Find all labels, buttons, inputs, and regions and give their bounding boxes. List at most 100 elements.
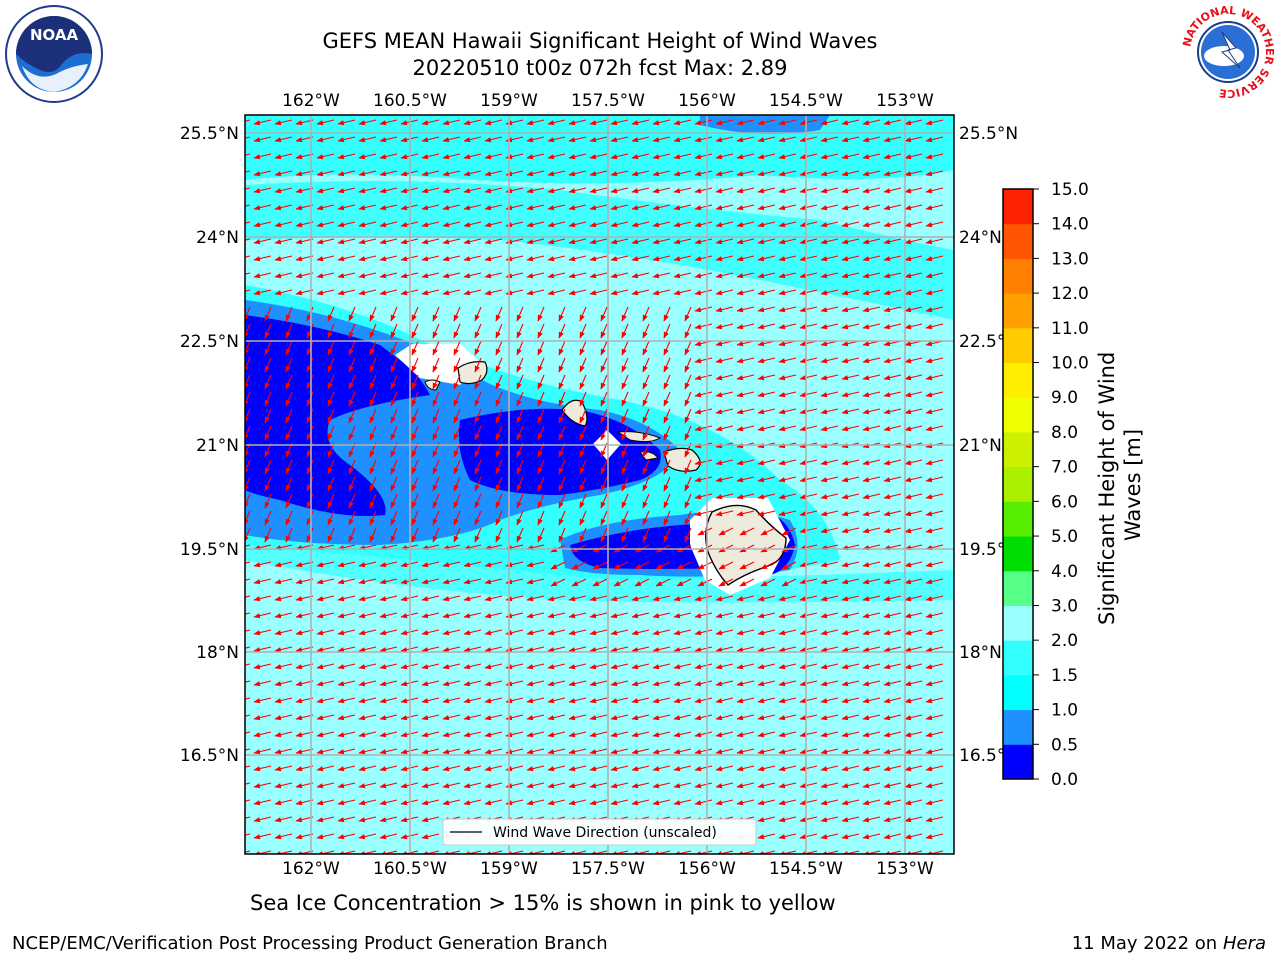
wind-arrow [327, 459, 335, 475]
wind-arrow [316, 238, 335, 245]
wind-arrow [739, 527, 755, 536]
lon-tick-top-3: 157.5°W [571, 91, 645, 111]
wind-arrow [778, 323, 797, 330]
wind-arrow [390, 493, 398, 509]
wind-arrow [495, 510, 503, 526]
wind-arrow [245, 493, 251, 509]
wind-arrow [432, 357, 440, 373]
wind-arrow [736, 289, 755, 296]
wind-arrow [295, 561, 314, 568]
wind-arrow [715, 408, 734, 415]
wind-arrow [610, 170, 629, 177]
wind-arrow [558, 476, 566, 492]
wind-arrow [862, 425, 881, 432]
wind-arrow [550, 561, 566, 570]
wind-arrow [694, 425, 713, 432]
wind-arrow [369, 374, 377, 390]
wind-arrow [652, 289, 671, 296]
wind-arrow [245, 289, 251, 292]
wind-arrow [694, 289, 713, 296]
wind-arrow [411, 527, 419, 543]
wind-arrow [697, 561, 713, 570]
wind-arrow [484, 170, 503, 177]
wind-arrow [432, 476, 440, 492]
wind-arrow [736, 493, 755, 500]
wind-arrow [245, 561, 251, 564]
wind-arrow [694, 306, 713, 313]
wind-arrow [516, 357, 524, 373]
wind-arrow [655, 561, 671, 570]
wind-arrow [550, 578, 566, 587]
wind-arrow [715, 221, 734, 228]
wind-arrow [474, 408, 482, 424]
wind-arrow [715, 374, 734, 381]
colorbar-swatch [1003, 640, 1033, 676]
wind-arrow [925, 408, 944, 415]
wind-arrow [474, 476, 482, 492]
wind-arrow [474, 527, 482, 543]
wind-arrow [715, 357, 734, 364]
wind-arrow [264, 323, 272, 339]
wind-arrow [547, 255, 566, 262]
wind-arrow [537, 510, 545, 526]
wind-arrow [390, 476, 398, 492]
wind-arrow [736, 323, 755, 330]
wind-arrow [285, 425, 293, 441]
wind-arrow [327, 408, 335, 424]
wind-arrow [537, 527, 545, 543]
wind-arrow [285, 527, 293, 543]
wind-arrow [579, 408, 587, 424]
wind-arrow [663, 459, 671, 475]
wind-arrow [883, 408, 902, 415]
wind-arrow [369, 527, 377, 543]
wind-arrow [841, 187, 860, 194]
wind-arrow [757, 204, 776, 211]
wind-arrow [264, 476, 272, 492]
wind-arrow [295, 170, 314, 177]
wind-arrow [421, 170, 440, 177]
wind-arrow [463, 170, 482, 177]
wind-arrow [883, 476, 902, 483]
wind-arrow [778, 510, 797, 517]
wind-arrow [589, 170, 608, 177]
wind-arrow [411, 425, 419, 441]
wind-arrow [274, 272, 293, 279]
colorbar-tick-label: 15.0 [1051, 180, 1089, 200]
wind-arrow [348, 425, 356, 441]
wind-arrow [295, 238, 314, 245]
wind-arrow [642, 391, 650, 407]
wind-arrow [253, 255, 272, 262]
wind-arrow [613, 561, 629, 570]
wind-arrow [883, 153, 902, 160]
wind-arrow [547, 187, 566, 194]
wind-arrow [589, 119, 608, 126]
wind-arrow [453, 459, 461, 475]
wind-arrow [841, 408, 860, 415]
wind-arrow [558, 459, 566, 475]
wind-arrow [579, 374, 587, 390]
wind-arrow [379, 187, 398, 194]
wind-arrow [718, 561, 734, 570]
wind-arrow [379, 136, 398, 143]
lat-tick-left-6: 16.5°N [180, 746, 239, 766]
wind-arrow [264, 340, 272, 356]
wind-arrow [316, 136, 335, 143]
wind-arrow [463, 578, 482, 585]
wind-arrow [694, 323, 713, 330]
wind-arrow [421, 578, 440, 585]
wind-arrow [495, 357, 503, 373]
wind-arrow [495, 391, 503, 407]
lat-tick-left-1: 24°N [196, 228, 239, 248]
wind-arrow [862, 272, 881, 279]
wind-arrow [883, 527, 902, 534]
wind-arrow [358, 136, 377, 143]
wind-arrow [757, 374, 776, 381]
wind-arrow [526, 272, 545, 279]
wind-arrow [715, 493, 734, 500]
wind-arrow [442, 170, 461, 177]
wind-arrow [757, 289, 776, 296]
wind-arrow [799, 357, 818, 364]
wind-arrow [295, 578, 314, 585]
wind-arrow [600, 306, 608, 322]
colorbar-tick-label: 2.0 [1051, 631, 1078, 651]
